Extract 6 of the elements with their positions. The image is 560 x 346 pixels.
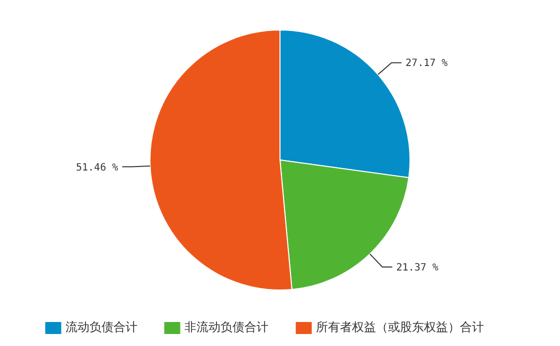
legend-label: 流动负债合计 (65, 320, 138, 334)
data-label: 51.46 % (76, 162, 118, 174)
legend-label: 非流动负债合计 (184, 320, 268, 334)
data-label: 27.17 % (406, 58, 448, 70)
data-label: 21.37 % (396, 262, 438, 274)
legend-label: 所有者权益（或股东权益）合计 (316, 320, 484, 334)
